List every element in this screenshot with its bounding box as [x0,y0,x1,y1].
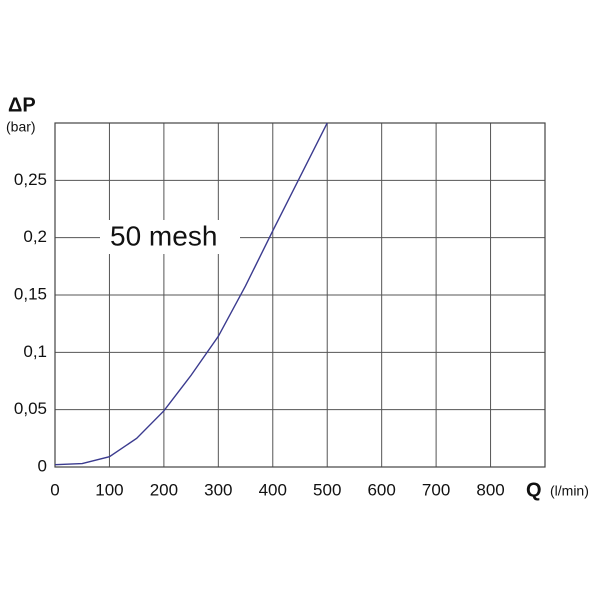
y-axis-label: ΔP [8,94,36,116]
x-tick-label: 800 [476,480,504,499]
y-axis-unit: (bar) [6,119,36,135]
annotation: 50 mesh [110,220,217,251]
x-tick-label: 0 [50,480,59,499]
x-tick-label: 300 [204,480,232,499]
x-axis-unit: (l/min) [550,483,589,499]
x-tick-label: 500 [313,480,341,499]
y-tick-label: 0,1 [23,342,47,361]
plot-frame [54,122,546,468]
y-tick-label: 0,2 [23,227,47,246]
annotation-bg [100,220,240,254]
y-tick-label: 0,15 [14,284,47,303]
y-tick-label: 0,05 [14,399,47,418]
grid [54,123,545,468]
line-series [54,122,328,466]
x-tick-label: 400 [259,480,287,499]
x-tick-label: 600 [367,480,395,499]
x-axis-label: Q [526,479,542,501]
x-tick-label: 700 [422,480,450,499]
x-tick-label: 200 [150,480,178,499]
y-tick-label: 0,25 [14,170,47,189]
x-tick-label: 100 [95,480,123,499]
y-tick-label: 0 [38,456,47,475]
